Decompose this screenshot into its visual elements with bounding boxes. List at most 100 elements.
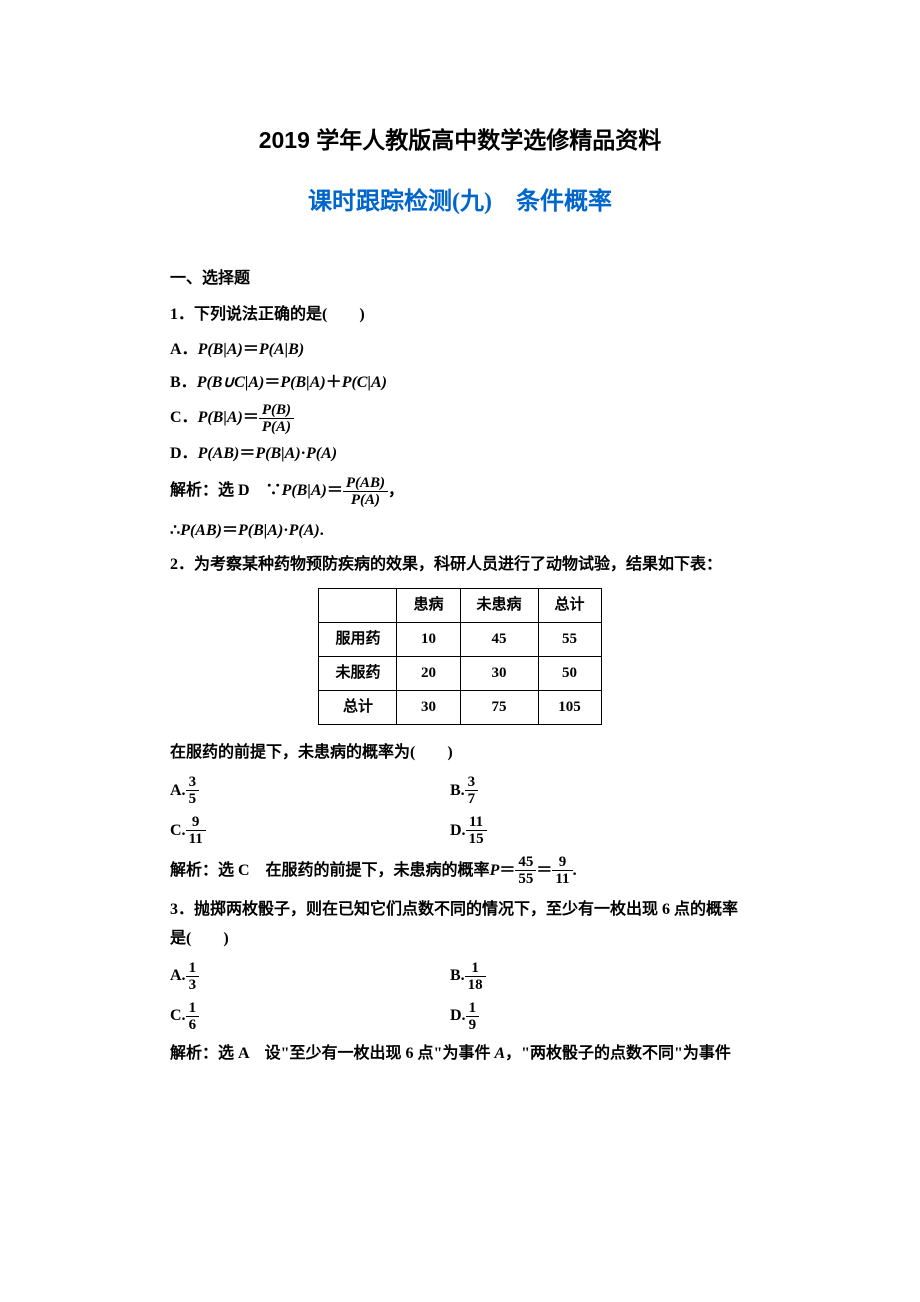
q1-c-prefix: C． — [170, 404, 198, 433]
plus-sign: ＋ — [326, 369, 342, 398]
frac-num: 9 — [552, 854, 572, 871]
q3-expl-mid: ，"两枚骰子的点数不同"为事件 — [505, 1045, 731, 1062]
table-row: 未服药 20 30 50 — [319, 657, 601, 691]
q3-options-row-1: A. 1 3 B. 1 18 — [170, 960, 750, 994]
q2-table: 患病 未患病 总计 服用药 10 45 55 未服药 20 30 50 总计 3… — [318, 588, 601, 725]
table-header-cell: 总计 — [538, 589, 601, 623]
q3-d-prefix: D. — [450, 1002, 466, 1031]
eq-sign: ＝ — [239, 440, 255, 469]
eq-sign: ＝ — [327, 477, 343, 506]
q1-option-d: D． P(AB) ＝ P(B|A) · P(A) — [170, 440, 750, 469]
frac-den: 11 — [552, 870, 572, 888]
q3-d-fraction: 1 9 — [466, 1000, 480, 1034]
q1-option-c: C． P(B|A) ＝ P(B) P(A) — [170, 402, 750, 436]
q2-c-prefix: C. — [170, 817, 186, 846]
page-title-sub: 课时跟踪检测(九) 条件概率 — [170, 181, 750, 224]
q3-expl-A: A — [494, 1045, 505, 1062]
table-cell: 30 — [397, 691, 460, 725]
q2-a-fraction: 3 5 — [186, 774, 200, 808]
page-title-main: 2019 学年人教版高中数学选修精品资料 — [170, 120, 750, 161]
q1-expl2-l: P(AB) — [180, 517, 222, 546]
table-header-cell — [319, 589, 397, 623]
table-row: 服用药 10 45 55 — [319, 623, 601, 657]
table-cell: 105 — [538, 691, 601, 725]
table-header-cell: 未患病 — [460, 589, 538, 623]
q1-expl-den: P(A) — [343, 491, 388, 509]
frac-den: 18 — [465, 976, 486, 994]
q1-expl-fraction: P(AB) P(A) — [343, 475, 388, 509]
frac-num: 1 — [466, 1000, 480, 1017]
eq-sign: ＝ — [243, 404, 259, 433]
frac-den: 7 — [465, 790, 479, 808]
q2-expl-pre: 解析：选 C 在服药的前提下，未患病的概率 — [170, 857, 490, 886]
q2-options-row-1: A. 3 5 B. 3 7 — [170, 774, 750, 808]
eq-sign: ＝ — [499, 857, 515, 886]
q3-option-b: B. 1 18 — [450, 960, 750, 994]
table-cell: 服用药 — [319, 623, 397, 657]
frac-num: 45 — [515, 854, 536, 871]
q1-a-prefix: A． — [170, 336, 198, 365]
q2-option-c: C. 9 11 — [170, 814, 450, 848]
q1-c-num: P(B) — [259, 402, 294, 419]
frac-den: 3 — [186, 976, 200, 994]
frac-den: 6 — [186, 1016, 200, 1034]
q1-d-left: P(AB) — [198, 440, 240, 469]
q3-c-prefix: C. — [170, 1002, 186, 1031]
period: . — [320, 517, 324, 546]
frac-num: 3 — [465, 774, 479, 791]
q2-a-prefix: A. — [170, 777, 186, 806]
table-cell: 总计 — [319, 691, 397, 725]
q2-after-table: 在服药的前提下，未患病的概率为( ) — [170, 739, 750, 768]
eq-sign: ＝ — [222, 517, 238, 546]
table-cell: 20 — [397, 657, 460, 691]
q1-stem: 1．下列说法正确的是( ) — [170, 301, 750, 330]
q1-option-b: B． P(B∪C|A) ＝ P(B|A) ＋ P(C|A) — [170, 369, 750, 398]
q1-expl2-r2: P(A) — [289, 517, 320, 546]
q2-b-fraction: 3 7 — [465, 774, 479, 808]
q1-option-a: A． P(B|A) ＝ P(A|B) — [170, 336, 750, 365]
frac-den: 5 — [186, 790, 200, 808]
frac-num: 1 — [186, 1000, 200, 1017]
q1-explanation-1: 解析：选 D ∵ P(B|A) ＝ P(AB) P(A) ， — [170, 475, 750, 509]
q1-c-fraction: P(B) P(A) — [259, 402, 294, 436]
q3-option-c: C. 1 6 — [170, 1000, 450, 1034]
eq-sign: ＝ — [264, 369, 280, 398]
q1-d-r2: P(A) — [306, 440, 337, 469]
q1-expl-l: P(B|A) — [282, 477, 327, 506]
comma: ， — [388, 477, 404, 506]
q1-d-r1: P(B|A) — [255, 440, 300, 469]
q2-c-fraction: 9 11 — [186, 814, 206, 848]
q1-d-prefix: D． — [170, 440, 198, 469]
table-cell: 30 — [460, 657, 538, 691]
table-cell: 未服药 — [319, 657, 397, 691]
q3-option-a: A. 1 3 — [170, 960, 450, 994]
table-header-row: 患病 未患病 总计 — [319, 589, 601, 623]
q3-stem: 3．抛掷两枚骰子，则在已知它们点数不同的情况下，至少有一枚出现 6 点的概率是(… — [170, 896, 750, 954]
q1-a-right: P(A|B) — [259, 336, 304, 365]
q1-expl-pre: 解析：选 D ∵ — [170, 477, 282, 506]
table-cell: 10 — [397, 623, 460, 657]
q3-b-fraction: 1 18 — [465, 960, 486, 994]
q2-options-row-2: C. 9 11 D. 11 15 — [170, 814, 750, 848]
q1-expl2-r1: P(B|A) — [238, 517, 283, 546]
frac-num: 9 — [186, 814, 206, 831]
q1-b-prefix: B． — [170, 369, 197, 398]
q2-expl-f2: 9 11 — [552, 854, 572, 888]
q3-a-prefix: A. — [170, 962, 186, 991]
table-cell: 50 — [538, 657, 601, 691]
q2-stem: 2．为考察某种药物预防疾病的效果，科研人员进行了动物试验，结果如下表： — [170, 551, 750, 580]
frac-den: 11 — [186, 830, 206, 848]
q1-c-left: P(B|A) — [198, 404, 243, 433]
table-header-cell: 患病 — [397, 589, 460, 623]
frac-num: 11 — [466, 814, 487, 831]
q3-options-row-2: C. 1 6 D. 1 9 — [170, 1000, 750, 1034]
frac-den: 15 — [466, 830, 487, 848]
q3-option-d: D. 1 9 — [450, 1000, 750, 1034]
q1-c-den: P(A) — [259, 418, 294, 436]
table-row: 总计 30 75 105 — [319, 691, 601, 725]
frac-den: 9 — [466, 1016, 480, 1034]
q1-expl-num: P(AB) — [343, 475, 388, 492]
q3-c-fraction: 1 6 — [186, 1000, 200, 1034]
frac-num: 1 — [465, 960, 486, 977]
q2-expl-f1: 45 55 — [515, 854, 536, 888]
